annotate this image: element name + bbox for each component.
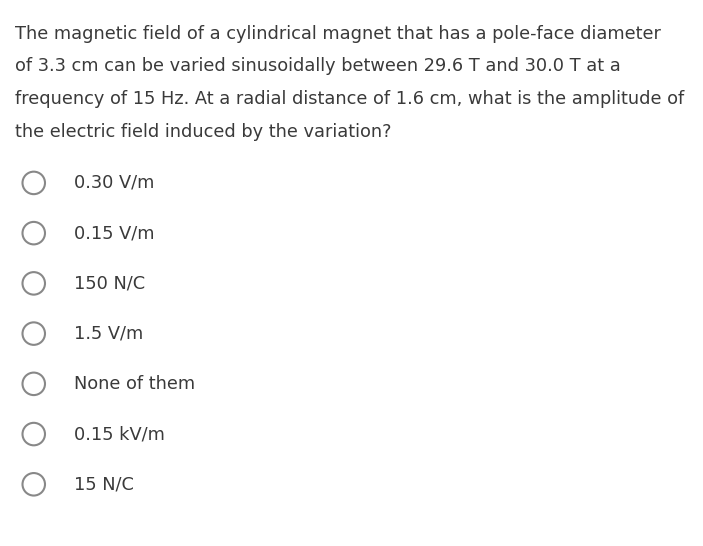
Text: 15 N/C: 15 N/C	[74, 476, 134, 493]
Text: None of them: None of them	[74, 375, 195, 393]
Text: the electric field induced by the variation?: the electric field induced by the variat…	[15, 123, 392, 141]
Text: 0.15 kV/m: 0.15 kV/m	[74, 425, 165, 443]
Text: frequency of 15 Hz. At a radial distance of 1.6 cm, what is the amplitude of: frequency of 15 Hz. At a radial distance…	[15, 90, 685, 108]
Text: of 3.3 cm can be varied sinusoidally between 29.6 T and 30.0 T at a: of 3.3 cm can be varied sinusoidally bet…	[15, 57, 621, 75]
Text: 150 N/C: 150 N/C	[74, 275, 145, 292]
Text: 0.30 V/m: 0.30 V/m	[74, 174, 154, 192]
Text: 0.15 V/m: 0.15 V/m	[74, 224, 155, 242]
Text: The magnetic field of a cylindrical magnet that has a pole-face diameter: The magnetic field of a cylindrical magn…	[15, 25, 662, 43]
Text: 1.5 V/m: 1.5 V/m	[74, 325, 143, 342]
